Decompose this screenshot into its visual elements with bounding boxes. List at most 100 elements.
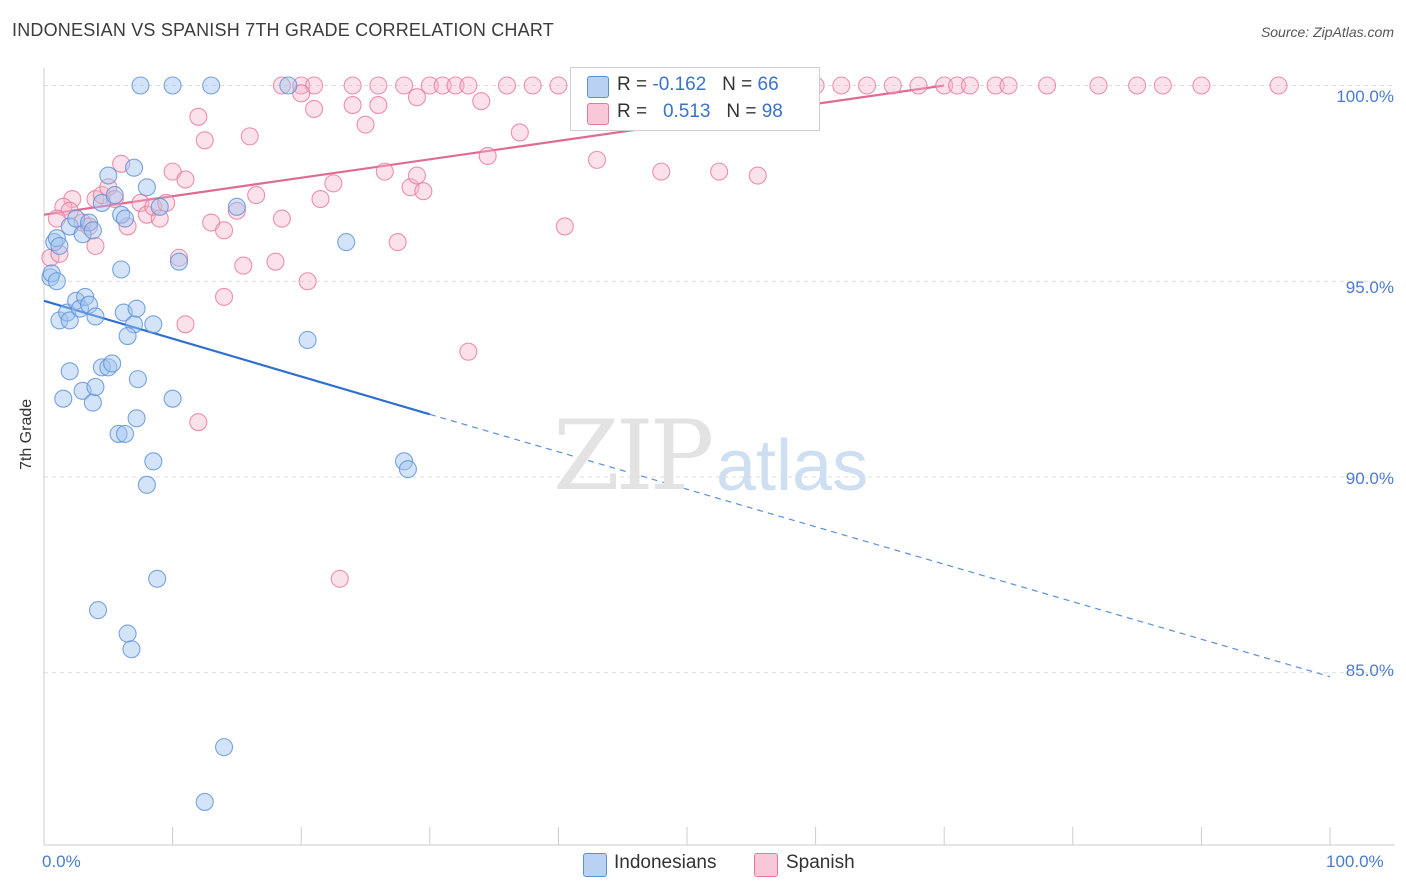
point-spanish <box>1038 76 1057 95</box>
x-tick-label-min: 0.0% <box>42 852 81 871</box>
point-indonesians <box>47 272 66 291</box>
point-spanish <box>343 96 362 115</box>
y-tick-label-90: 90.0% <box>1345 469 1394 488</box>
bottom-legend-swatch-indonesians <box>583 853 607 877</box>
point-indonesians <box>127 299 146 318</box>
point-indonesians <box>60 362 79 381</box>
point-spanish <box>1153 76 1172 95</box>
point-indonesians <box>99 166 118 185</box>
point-indonesians <box>50 311 69 330</box>
point-indonesians <box>50 236 69 256</box>
point-spanish <box>388 233 407 252</box>
x-tick-label-max: 100.0% <box>1326 852 1384 871</box>
point-spanish <box>587 150 607 169</box>
point-indonesians <box>122 640 141 659</box>
point-spanish <box>234 256 253 275</box>
point-spanish <box>272 209 291 228</box>
trend-lines <box>43 84 1331 678</box>
point-spanish <box>999 76 1018 95</box>
legend-n-label: N = <box>722 74 753 95</box>
point-indonesians <box>227 197 246 216</box>
legend-r-label: R = <box>617 74 648 95</box>
legend-r-value: -0.162 <box>652 74 707 95</box>
point-indonesians <box>144 315 163 334</box>
point-spanish <box>652 162 671 181</box>
point-spanish <box>407 88 426 107</box>
point-spanish <box>50 244 69 263</box>
axes <box>43 68 1395 846</box>
legend-swatch-indonesians <box>587 76 609 98</box>
point-indonesians <box>163 389 182 408</box>
point-spanish <box>169 248 189 267</box>
trend-line-indonesians-extrapolated <box>429 413 1331 678</box>
point-indonesians <box>195 792 214 811</box>
point-indonesians <box>88 601 108 620</box>
bottom-legend-spanish: Spanish <box>786 852 855 873</box>
point-spanish <box>369 76 388 95</box>
point-indonesians <box>169 252 189 271</box>
point-indonesians <box>79 295 99 314</box>
bottom-legend-swatch-spanish <box>754 853 778 877</box>
point-spanish <box>948 76 967 95</box>
point-indonesians <box>70 299 90 318</box>
point-spanish <box>909 76 928 95</box>
point-spanish <box>86 236 105 256</box>
point-indonesians <box>163 76 182 95</box>
point-spanish <box>305 99 324 119</box>
point-indonesians <box>150 197 169 216</box>
point-indonesians <box>105 186 124 205</box>
point-spanish <box>497 76 517 95</box>
point-spanish <box>395 76 414 95</box>
point-spanish <box>189 107 208 126</box>
point-spanish <box>1089 76 1108 95</box>
y-tick-label-100: 100.0% <box>1336 87 1394 106</box>
point-spanish <box>356 115 375 134</box>
point-spanish <box>710 162 729 181</box>
legend-row-spanish: R = 0.513 N = 98 <box>617 101 783 125</box>
point-indonesians <box>83 393 102 412</box>
legend-r-label: R = <box>617 101 648 122</box>
point-indonesians <box>124 158 144 177</box>
point-indonesians <box>103 354 122 373</box>
data-points <box>41 76 1288 811</box>
point-spanish <box>330 569 349 588</box>
point-spanish <box>176 170 195 189</box>
point-spanish <box>510 123 529 142</box>
point-indonesians <box>214 738 234 757</box>
y-tick-label-85: 85.0% <box>1345 661 1394 680</box>
point-indonesians <box>337 233 356 252</box>
y-axis-label: 7th Grade <box>18 398 35 470</box>
watermark-atlas: atlas <box>716 426 869 506</box>
point-spanish <box>195 131 214 150</box>
point-indonesians <box>109 424 128 443</box>
point-indonesians <box>118 326 137 346</box>
point-spanish <box>1128 76 1147 95</box>
point-spanish <box>311 189 330 209</box>
legend-r-value: 0.513 <box>662 101 711 122</box>
point-spanish <box>266 252 285 271</box>
point-indonesians <box>92 358 111 377</box>
legend-n-label: N = <box>726 101 757 122</box>
point-spanish <box>1192 76 1211 95</box>
point-spanish <box>420 76 439 95</box>
point-indonesians <box>128 370 147 389</box>
point-spanish <box>272 76 291 95</box>
point-indonesians <box>137 475 156 494</box>
point-spanish <box>369 96 388 115</box>
point-indonesians <box>124 315 144 334</box>
point-indonesians <box>398 460 417 479</box>
point-spanish <box>214 221 234 240</box>
point-indonesians <box>118 624 137 643</box>
point-spanish <box>986 76 1005 95</box>
point-spanish <box>407 166 426 185</box>
point-spanish <box>935 76 954 95</box>
point-indonesians <box>127 409 146 428</box>
bottom-legend-indonesians: Indonesians <box>614 852 717 873</box>
point-spanish <box>343 76 362 95</box>
point-indonesians <box>148 569 167 588</box>
point-spanish <box>883 76 902 95</box>
watermark-zip: ZIP <box>553 400 714 512</box>
trend-line-indonesians <box>43 299 431 416</box>
legend-n-value: 98 <box>761 101 783 122</box>
